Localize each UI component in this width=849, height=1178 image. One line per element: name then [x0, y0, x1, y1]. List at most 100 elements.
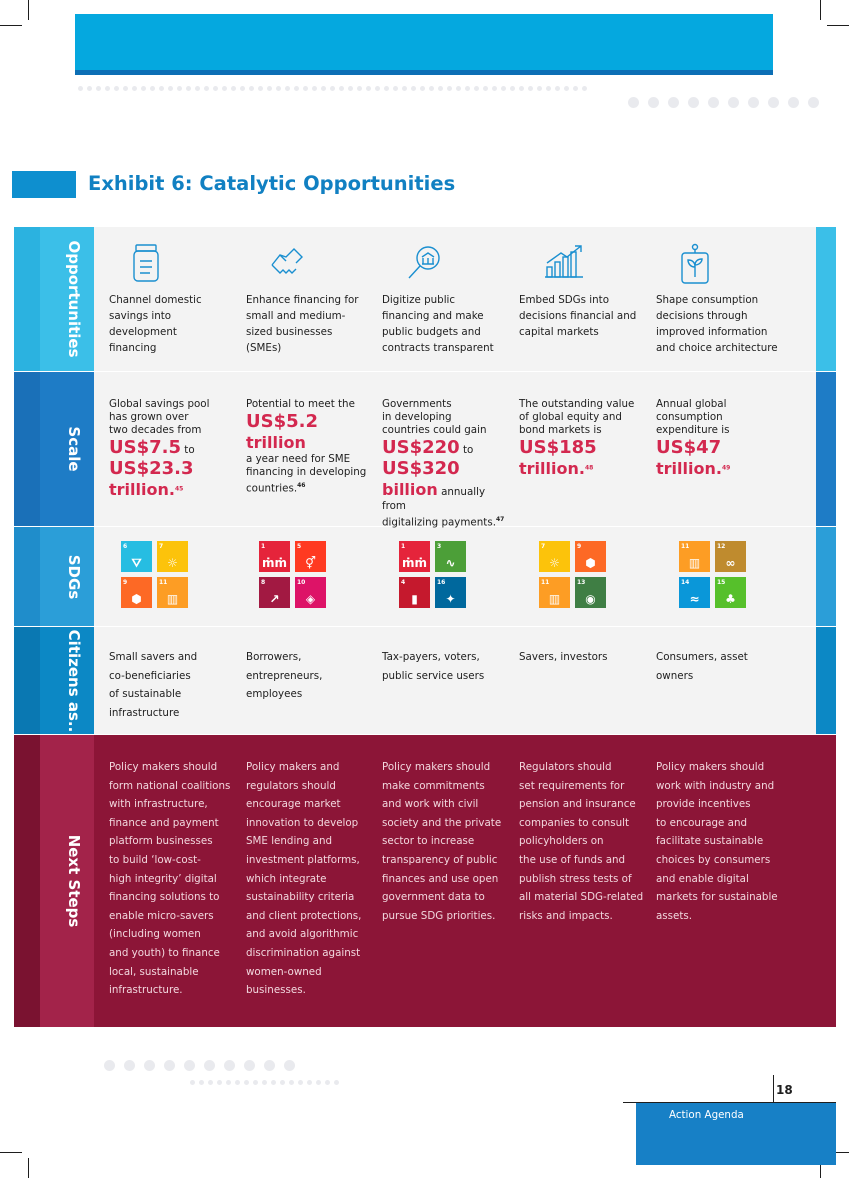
- dot: [78, 86, 83, 91]
- sdg-12-icon: 12 ∞: [715, 541, 746, 572]
- dot: [124, 1060, 135, 1071]
- sdg-10-icon: 10 ◈: [295, 577, 326, 608]
- sdg-number: 12: [717, 543, 726, 550]
- sdg-glyph: ṁṁ: [401, 556, 427, 570]
- dot: [628, 97, 639, 108]
- opportunity-line: sized businesses: [246, 326, 333, 338]
- citizens-line: employees: [246, 688, 303, 700]
- next-steps-line: enable micro-savers: [109, 909, 214, 922]
- row-next-steps: Next Steps: [14, 735, 836, 1027]
- dot: [366, 86, 371, 91]
- scale-line: has grown over: [109, 411, 189, 423]
- row-scale: Scale: [14, 372, 836, 526]
- footnote-ref: 45: [174, 485, 184, 493]
- sdg-number: 5: [297, 543, 302, 550]
- dot: [447, 86, 452, 91]
- crop-mark: [0, 25, 22, 26]
- exhibit-tab: [12, 171, 76, 198]
- citizens-text: Small savers and co-beneficiaries of susta…: [109, 648, 239, 722]
- scale-line: Governments: [382, 398, 452, 410]
- dot: [224, 1060, 235, 1071]
- sdg-number: 6: [123, 543, 128, 550]
- scale-unit: trillion.: [656, 459, 722, 478]
- header-banner-underline: [75, 70, 773, 75]
- sdg-glyph: ▥: [166, 592, 179, 606]
- dot: [298, 1080, 303, 1085]
- sdg-number: 11: [681, 543, 690, 550]
- dot: [262, 1080, 267, 1085]
- sdg-7-icon: 7 ☼: [157, 541, 188, 572]
- opportunity-line: Shape consumption: [656, 294, 759, 306]
- next-steps-line: pension and insurance: [519, 798, 636, 811]
- sdg-9-icon: 9 ⬢: [121, 577, 152, 608]
- dot: [438, 86, 443, 91]
- sdg-icon-group: 11 ▥ 12 ∞ 14 ≈15 ♣: [679, 541, 746, 608]
- sdg-number: 11: [159, 579, 168, 586]
- dot: [217, 1080, 222, 1085]
- sdg-1-icon: 1 ṁṁ: [399, 541, 430, 572]
- next-steps-line: Policy makers should: [109, 761, 218, 773]
- dot: [492, 86, 497, 91]
- dot: [768, 97, 779, 108]
- sdg-4-icon: 4 ▮: [399, 577, 430, 608]
- dot: [244, 1060, 255, 1071]
- sdg-number: 8: [261, 579, 266, 586]
- sdg-number: 1: [401, 543, 406, 550]
- citizens-line: Small savers and: [109, 651, 198, 663]
- row-accent-left: [14, 527, 40, 626]
- sdg-glyph: ▥: [688, 556, 701, 570]
- sdg-glyph: ⛛: [131, 556, 142, 570]
- next-steps-line: work with industry and: [656, 779, 775, 792]
- dot: [231, 86, 236, 91]
- citizens-text: Consumers, asset owners: [656, 648, 786, 685]
- dot: [199, 1080, 204, 1085]
- sdg-number: 3: [437, 543, 442, 550]
- dot: [402, 86, 407, 91]
- opportunity-text: Digitize public financing and make public …: [382, 292, 512, 356]
- opportunity-line: decisions through: [656, 310, 748, 322]
- dot: [284, 1060, 295, 1071]
- dot: [537, 86, 542, 91]
- eco-tag-icon: [678, 243, 712, 285]
- row-citizens: Citizens as..: [14, 627, 836, 734]
- dot: [168, 86, 173, 91]
- next-steps-line: SME lending and: [246, 835, 333, 848]
- footer-section-label: Action Agenda: [669, 1109, 744, 1121]
- sdg-number: 1: [261, 543, 266, 550]
- dot: [285, 86, 290, 91]
- growth-chart-icon: [541, 243, 585, 279]
- next-steps-line: local, sustainable: [109, 965, 199, 978]
- scale-value: US$5.2: [246, 411, 318, 432]
- piggy-jar-icon: [131, 243, 161, 283]
- row-body: [94, 627, 816, 734]
- dot: [688, 97, 699, 108]
- opportunity-line: savings into: [109, 310, 172, 322]
- scale-line: Annual global: [656, 398, 727, 410]
- citizens-line: Savers, investors: [519, 651, 608, 663]
- next-steps-line: platform businesses: [109, 835, 213, 848]
- next-steps-line: high integrity’ digital: [109, 872, 217, 885]
- next-steps-line: Regulators should: [519, 761, 612, 773]
- sdg-6-icon: 6 ⛛: [121, 541, 152, 572]
- opportunity-line: and choice architecture: [656, 342, 778, 354]
- next-steps-line: and youth) to finance: [109, 946, 220, 959]
- scale-text: Potential to meet the US$5.2 trillion a ye…: [246, 398, 376, 495]
- crop-mark: [827, 1152, 849, 1153]
- scale-figure: US$47 trillion.49: [656, 437, 786, 479]
- scale-figure: US$23.3: [109, 458, 239, 479]
- dot: [788, 97, 799, 108]
- scale-unit: billion: [382, 480, 438, 499]
- scale-unit: trillion.: [109, 480, 175, 499]
- dot: [456, 86, 461, 91]
- opportunity-line: small and medium-: [246, 310, 346, 322]
- opportunity-text: Channel domestic savings into development f…: [109, 292, 239, 356]
- sdg-glyph: ⚥: [305, 556, 316, 570]
- dot: [184, 1060, 195, 1071]
- next-steps-line: Policy makers should: [382, 761, 491, 773]
- dot: [316, 1080, 321, 1085]
- sdg-glyph: ◉: [585, 592, 596, 606]
- scale-line: countries could gain: [382, 424, 487, 436]
- next-steps-line: markets for sustainable: [656, 891, 778, 904]
- dot: [164, 1060, 175, 1071]
- decorative-dots: [628, 97, 819, 108]
